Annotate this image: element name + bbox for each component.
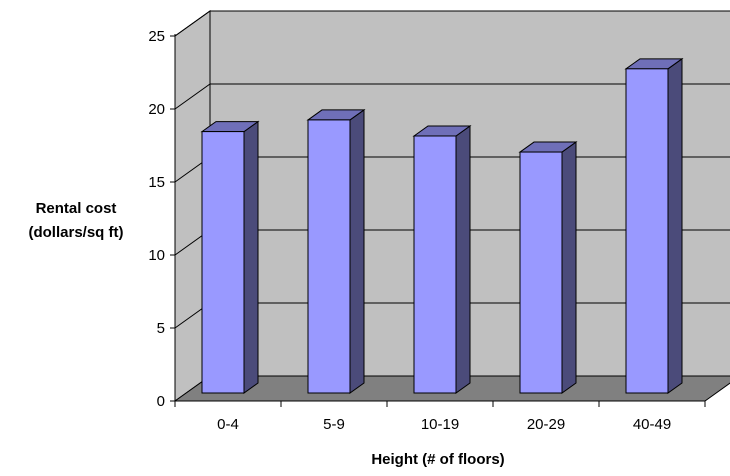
bar-side xyxy=(243,120,259,394)
y-tick-label: 25 xyxy=(148,28,165,45)
bar xyxy=(624,57,684,394)
bar-front xyxy=(413,135,457,394)
y-tick-label: 0 xyxy=(157,393,165,410)
x-axis-title: Height (# of floors) xyxy=(371,451,504,468)
y-axis-title-line-1: Rental cost xyxy=(36,200,117,217)
gridline xyxy=(174,10,730,37)
x-tick-label: 20-29 xyxy=(527,416,565,433)
axes xyxy=(170,34,706,407)
y-tick-label: 15 xyxy=(148,174,165,191)
bar xyxy=(306,108,366,394)
gridline xyxy=(174,83,730,110)
y-tick-label: 20 xyxy=(148,101,165,118)
bar-front xyxy=(519,151,563,394)
bar-front xyxy=(201,131,245,394)
x-tick-labels: 0-4 5-9 10-19 20-29 40-49 xyxy=(217,416,671,433)
bar-side xyxy=(455,125,471,394)
bar xyxy=(412,125,472,394)
x-tick-label: 5-9 xyxy=(323,416,345,433)
bars xyxy=(200,57,684,394)
bar xyxy=(518,141,578,394)
bar-front xyxy=(625,68,669,394)
x-tick-label: 0-4 xyxy=(217,416,239,433)
bar-front xyxy=(307,119,351,394)
x-tick-label: 40-49 xyxy=(633,416,671,433)
bar-side xyxy=(349,108,365,394)
bar-side xyxy=(667,57,683,394)
bar-side xyxy=(561,141,577,394)
x-tick-label: 10-19 xyxy=(421,416,459,433)
bar xyxy=(200,120,260,394)
y-tick-label: 10 xyxy=(148,247,165,264)
y-tick-labels: 0 5 10 15 20 25 xyxy=(148,28,165,410)
y-tick-label: 5 xyxy=(157,320,165,337)
y-axis-title-line-2: (dollars/sq ft) xyxy=(28,224,123,241)
